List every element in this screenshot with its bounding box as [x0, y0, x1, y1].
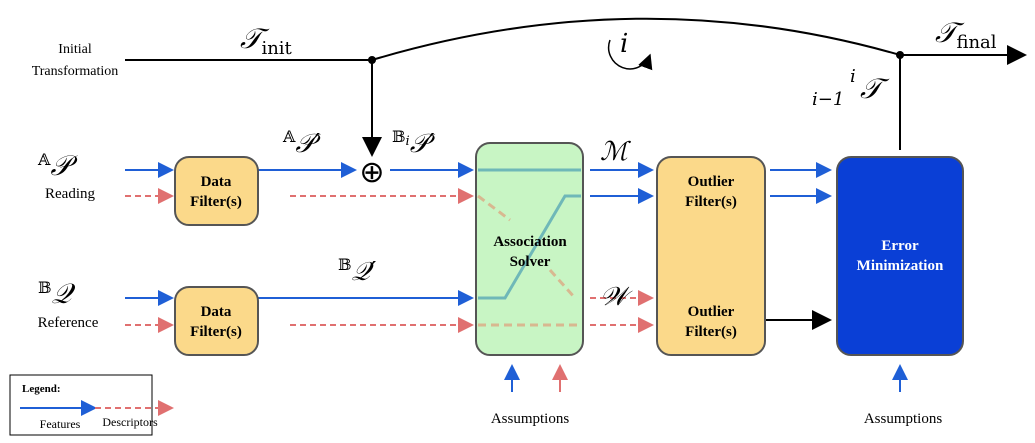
label: Transformation	[32, 64, 119, 79]
math: i−1	[812, 89, 844, 110]
math: 𝔸𝒫′	[282, 127, 321, 159]
math: 𝔹𝒬′	[338, 255, 376, 287]
math: 𝒯final	[935, 16, 997, 53]
math: 𝒯	[860, 72, 890, 105]
block-label: Filter(s)	[685, 324, 737, 340]
math: ℳ	[600, 137, 631, 167]
legend-entry: Descriptors	[102, 415, 158, 429]
math: i	[620, 29, 628, 59]
feature-arrows	[125, 162, 908, 392]
block-label: Filter(s)	[190, 194, 242, 210]
math: i	[850, 66, 856, 87]
math: 𝒲	[600, 282, 633, 312]
block-label: Solver	[510, 254, 551, 270]
math: 𝔹i𝒫′	[392, 127, 436, 159]
block-label: Data	[201, 174, 232, 190]
math: 𝒯init	[240, 22, 293, 59]
label: Reference	[38, 315, 99, 331]
wires	[125, 17, 1027, 330]
label: Initial	[58, 42, 92, 57]
legend-title: Legend:	[22, 383, 61, 395]
legend-entry: Features	[40, 417, 81, 431]
label: Assumptions	[864, 411, 943, 427]
block-label: Outlier	[688, 174, 735, 190]
label: Reading	[45, 186, 95, 202]
block-label: Filter(s)	[190, 324, 242, 340]
label: Assumptions	[491, 411, 570, 427]
block-label: Minimization	[857, 258, 944, 274]
block-label: Error	[881, 238, 919, 254]
block-label: Association	[493, 234, 567, 250]
combine: ⊕	[359, 156, 384, 189]
math: 𝔸𝒫	[37, 149, 78, 182]
math: 𝔹𝒬	[38, 277, 76, 310]
boxes	[9, 142, 964, 436]
block-label: Filter(s)	[685, 194, 737, 210]
block-label: Outlier	[688, 304, 735, 320]
block-label: Data	[201, 304, 232, 320]
